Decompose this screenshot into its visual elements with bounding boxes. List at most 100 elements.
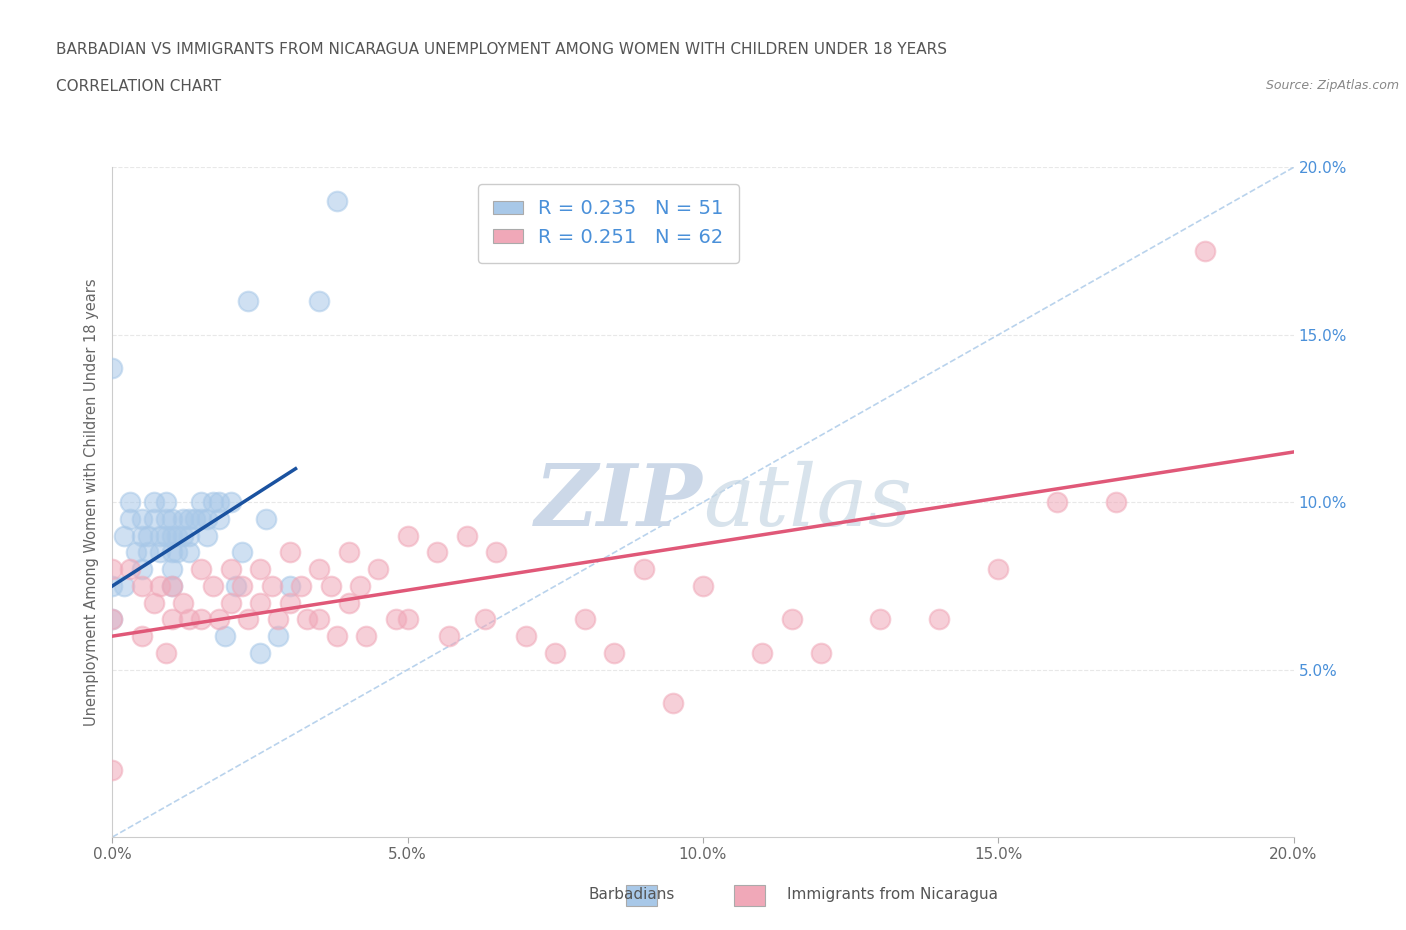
Point bbox=[155, 645, 177, 660]
Point bbox=[201, 578, 224, 593]
Point bbox=[101, 612, 124, 627]
Point bbox=[278, 545, 301, 560]
Point bbox=[149, 545, 172, 560]
Point bbox=[574, 612, 596, 627]
Text: atlas: atlas bbox=[703, 461, 912, 543]
Point bbox=[231, 545, 253, 560]
Point bbox=[326, 629, 349, 644]
Point bbox=[120, 562, 142, 577]
Point bbox=[120, 495, 142, 510]
Point bbox=[474, 612, 496, 627]
Point bbox=[249, 645, 271, 660]
Point bbox=[166, 528, 188, 543]
Point bbox=[149, 528, 172, 543]
Point bbox=[225, 578, 247, 593]
Point bbox=[190, 512, 212, 526]
Point bbox=[136, 528, 159, 543]
Point bbox=[112, 528, 135, 543]
Point bbox=[101, 562, 124, 577]
Point bbox=[142, 512, 165, 526]
Point bbox=[780, 612, 803, 627]
Point bbox=[131, 562, 153, 577]
Point bbox=[142, 495, 165, 510]
Point bbox=[131, 528, 153, 543]
Point bbox=[515, 629, 537, 644]
Point bbox=[101, 763, 124, 777]
Text: BARBADIAN VS IMMIGRANTS FROM NICARAGUA UNEMPLOYMENT AMONG WOMEN WITH CHILDREN UN: BARBADIAN VS IMMIGRANTS FROM NICARAGUA U… bbox=[56, 42, 948, 57]
Point bbox=[155, 512, 177, 526]
Point bbox=[254, 512, 277, 526]
Point bbox=[179, 528, 201, 543]
Point bbox=[131, 578, 153, 593]
Point bbox=[426, 545, 449, 560]
Point bbox=[101, 578, 124, 593]
Point bbox=[208, 495, 231, 510]
Point bbox=[267, 629, 290, 644]
Point bbox=[249, 595, 271, 610]
Point bbox=[131, 512, 153, 526]
Point bbox=[1105, 495, 1128, 510]
Point bbox=[179, 612, 201, 627]
Point bbox=[172, 595, 194, 610]
Point bbox=[987, 562, 1010, 577]
Point bbox=[326, 193, 349, 208]
Point bbox=[367, 562, 389, 577]
Point bbox=[149, 578, 172, 593]
Point bbox=[319, 578, 342, 593]
Point bbox=[928, 612, 950, 627]
Point bbox=[231, 578, 253, 593]
Point bbox=[337, 545, 360, 560]
Point bbox=[160, 562, 183, 577]
Point bbox=[190, 612, 212, 627]
Point bbox=[485, 545, 508, 560]
Point bbox=[131, 629, 153, 644]
Point bbox=[751, 645, 773, 660]
Point bbox=[633, 562, 655, 577]
Point bbox=[308, 294, 330, 309]
Point bbox=[692, 578, 714, 593]
Point bbox=[297, 612, 319, 627]
Point bbox=[396, 528, 419, 543]
Point bbox=[160, 612, 183, 627]
Text: Immigrants from Nicaragua: Immigrants from Nicaragua bbox=[787, 887, 998, 902]
Point bbox=[112, 578, 135, 593]
Point bbox=[396, 612, 419, 627]
Point bbox=[356, 629, 378, 644]
Point bbox=[308, 562, 330, 577]
Point bbox=[238, 294, 260, 309]
Point bbox=[120, 512, 142, 526]
Point bbox=[544, 645, 567, 660]
Point bbox=[238, 612, 260, 627]
Point bbox=[219, 595, 242, 610]
Point bbox=[208, 612, 231, 627]
Text: ZIP: ZIP bbox=[536, 460, 703, 544]
Point bbox=[290, 578, 312, 593]
Point bbox=[214, 629, 236, 644]
Point bbox=[337, 595, 360, 610]
Y-axis label: Unemployment Among Women with Children Under 18 years: Unemployment Among Women with Children U… bbox=[83, 278, 98, 726]
Point bbox=[603, 645, 626, 660]
Point bbox=[195, 528, 218, 543]
Point bbox=[190, 495, 212, 510]
Point bbox=[166, 545, 188, 560]
Text: Source: ZipAtlas.com: Source: ZipAtlas.com bbox=[1265, 79, 1399, 92]
Point bbox=[160, 528, 183, 543]
Point bbox=[308, 612, 330, 627]
Point bbox=[155, 528, 177, 543]
Text: Barbadians: Barbadians bbox=[589, 887, 675, 902]
Point bbox=[349, 578, 371, 593]
Point bbox=[869, 612, 891, 627]
Point bbox=[101, 361, 124, 376]
Point bbox=[160, 578, 183, 593]
Point bbox=[101, 612, 124, 627]
Point bbox=[1194, 244, 1216, 259]
Point bbox=[160, 578, 183, 593]
Point bbox=[172, 512, 194, 526]
Point bbox=[260, 578, 283, 593]
Point bbox=[179, 512, 201, 526]
Point bbox=[125, 545, 148, 560]
Point bbox=[437, 629, 460, 644]
Point bbox=[278, 578, 301, 593]
Point bbox=[278, 595, 301, 610]
Point bbox=[155, 495, 177, 510]
